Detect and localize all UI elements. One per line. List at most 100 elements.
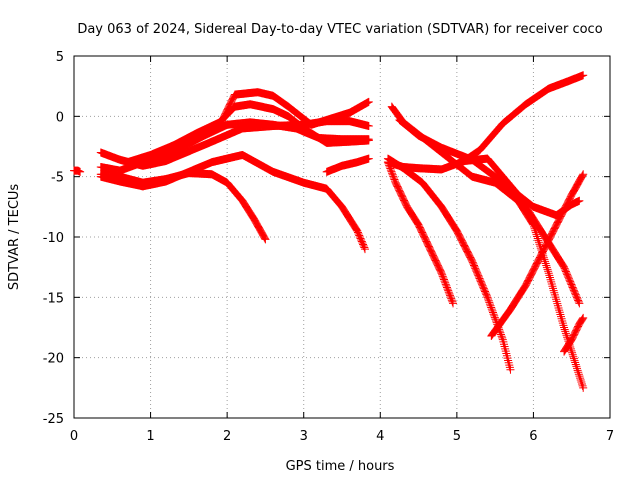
data-series [70, 71, 588, 392]
chart-title: Day 063 of 2024, Sidereal Day-to-day VTE… [77, 22, 602, 37]
series-pass-14 [452, 71, 588, 170]
data-point-marker [413, 219, 422, 228]
data-point-marker [535, 240, 544, 249]
x-axis-label: GPS time / hours [286, 459, 395, 474]
data-point-marker [572, 362, 581, 371]
data-point-marker [573, 366, 582, 375]
data-point-marker [546, 275, 555, 284]
data-point-marker [446, 293, 455, 302]
data-point-marker [567, 190, 576, 199]
data-point-marker [490, 313, 499, 322]
data-point-marker [551, 293, 560, 302]
data-point-marker [449, 299, 458, 308]
x-tick-label: 7 [606, 429, 614, 444]
data-point-marker [437, 269, 446, 278]
data-point-marker [576, 175, 585, 184]
data-point-marker [555, 308, 564, 317]
data-point-marker [489, 310, 498, 319]
data-point-marker [259, 231, 268, 240]
data-point-marker [544, 267, 553, 276]
data-point-marker [577, 377, 586, 386]
data-point-marker [568, 188, 577, 197]
data-point-marker [547, 280, 556, 289]
data-point-marker [254, 222, 263, 231]
data-point-marker [444, 288, 453, 297]
data-point-marker [542, 261, 551, 270]
data-point-marker [558, 319, 567, 328]
data-point-marker [257, 227, 266, 236]
data-point-marker [530, 222, 539, 231]
data-point-marker [446, 291, 455, 300]
data-point-marker [260, 234, 269, 243]
data-point-marker [486, 301, 495, 310]
data-point-marker [577, 315, 586, 324]
data-point-marker [552, 297, 561, 306]
data-point-marker [577, 379, 586, 388]
data-point-marker [542, 263, 551, 272]
y-tick-label: -10 [43, 231, 64, 246]
series-pass-16 [560, 313, 588, 356]
series-pass-01 [70, 166, 85, 176]
data-point-marker [439, 275, 448, 284]
data-point-marker [576, 376, 585, 385]
data-point-marker [567, 346, 576, 355]
x-tick-label: 6 [529, 429, 537, 444]
y-tick-label: 0 [56, 110, 64, 125]
data-point-marker [579, 313, 588, 322]
data-point-marker [251, 218, 260, 227]
data-point-marker [490, 311, 499, 320]
series-pass-03 [96, 150, 369, 254]
data-point-marker [491, 315, 500, 324]
data-point-marker [249, 214, 258, 223]
data-point-marker [549, 284, 558, 293]
data-point-marker [360, 243, 369, 252]
data-point-marker [498, 333, 507, 342]
series-pass-15 [487, 170, 588, 340]
data-point-marker [570, 356, 579, 365]
data-point-marker [576, 374, 585, 383]
x-tick-label: 3 [300, 429, 308, 444]
data-point-marker [364, 97, 373, 106]
data-point-marker [574, 370, 583, 379]
data-point-marker [258, 230, 267, 239]
series-pass-08 [322, 154, 373, 176]
data-point-marker [448, 297, 457, 306]
y-tick-label: -5 [51, 171, 64, 186]
data-point-marker [550, 288, 559, 297]
data-point-marker [487, 305, 496, 314]
data-point-marker [534, 238, 543, 247]
data-point-marker [552, 295, 561, 304]
data-point-marker [506, 365, 515, 374]
data-point-marker [561, 327, 570, 336]
data-point-marker [484, 296, 493, 305]
y-tick-label: -25 [43, 412, 64, 427]
data-point-marker [571, 360, 580, 369]
data-point-marker [545, 273, 554, 282]
data-point-marker [578, 381, 587, 390]
data-point-marker [541, 257, 550, 266]
data-point-marker [574, 368, 583, 377]
x-tick-label: 2 [223, 429, 231, 444]
data-point-marker [485, 300, 494, 309]
data-point-marker [560, 325, 569, 334]
data-point-marker [533, 232, 542, 241]
data-point-marker [364, 154, 373, 163]
data-point-marker [572, 182, 581, 191]
data-point-marker [569, 352, 578, 361]
data-point-marker [252, 220, 261, 229]
data-point-marker [360, 245, 369, 254]
data-point-marker [571, 184, 580, 193]
data-point-marker [255, 224, 264, 233]
data-point-marker [561, 329, 570, 338]
data-point-marker [574, 177, 583, 186]
data-point-marker [532, 230, 541, 239]
data-point-marker [255, 225, 264, 234]
data-point-marker [251, 217, 260, 226]
data-point-marker [548, 282, 557, 291]
data-point-marker [531, 226, 540, 235]
data-point-marker [556, 312, 565, 321]
x-tick-label: 1 [146, 429, 154, 444]
data-point-marker [497, 332, 506, 341]
data-point-marker [576, 174, 585, 183]
data-point-marker [571, 183, 580, 192]
